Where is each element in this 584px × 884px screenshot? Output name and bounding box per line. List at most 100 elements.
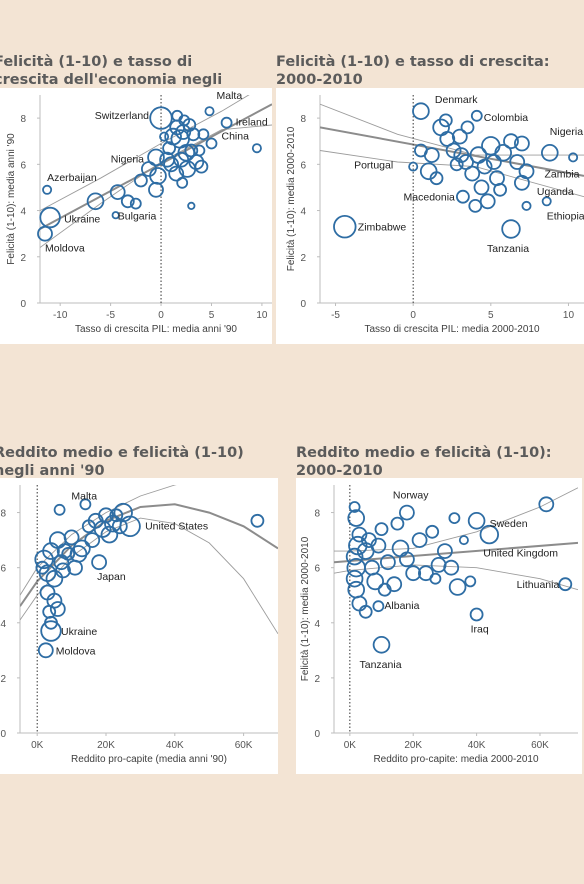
trend-line bbox=[334, 541, 578, 564]
data-point bbox=[111, 518, 128, 535]
data-point bbox=[109, 508, 124, 523]
data-point bbox=[361, 532, 377, 548]
x-tick-label: 0K bbox=[344, 740, 357, 751]
y-axis-title: Felicità (1-10): media 2000-2010 bbox=[300, 536, 311, 681]
y-axis-title: Felicità (1-10): media anni '90 bbox=[6, 133, 17, 265]
data-point-ethiopia bbox=[541, 196, 552, 207]
data-point bbox=[148, 181, 164, 198]
data-point bbox=[503, 133, 519, 150]
x-tick-label: 5 bbox=[209, 310, 215, 321]
data-point bbox=[250, 513, 265, 528]
y-tick-label: 4 bbox=[314, 619, 320, 630]
data-point bbox=[374, 522, 389, 536]
data-point bbox=[345, 547, 364, 566]
point-label-denmark: Denmark bbox=[435, 94, 478, 106]
plot-background bbox=[296, 478, 582, 774]
y-tick-label: 8 bbox=[300, 114, 306, 125]
data-point-tanzania bbox=[501, 219, 521, 239]
y-tick-label: 6 bbox=[314, 564, 320, 575]
data-point-ireland bbox=[220, 116, 233, 129]
data-point bbox=[61, 547, 76, 561]
point-label-ukraine: Ukraine bbox=[61, 626, 97, 638]
data-point bbox=[81, 519, 96, 534]
confidence-band-upper bbox=[334, 487, 578, 552]
data-point bbox=[464, 575, 477, 588]
data-point bbox=[358, 604, 373, 619]
data-point bbox=[451, 128, 468, 145]
data-point bbox=[399, 551, 415, 568]
data-point-sweden bbox=[467, 511, 486, 530]
data-point bbox=[351, 526, 368, 543]
data-point bbox=[411, 532, 428, 548]
data-point-portugal bbox=[408, 161, 419, 172]
point-label-united-kingdom: United Kingdom bbox=[483, 548, 558, 560]
data-point bbox=[197, 128, 210, 141]
x-axis-title: Reddito pro-capite: media 2000-2010 bbox=[373, 754, 539, 765]
plot-background bbox=[276, 88, 584, 344]
point-label-malta: Malta bbox=[71, 490, 97, 502]
data-point bbox=[186, 127, 201, 142]
x-tick-label: 0 bbox=[158, 310, 164, 321]
plot-background bbox=[0, 88, 272, 344]
data-point bbox=[178, 160, 197, 178]
point-label-norway: Norway bbox=[393, 490, 429, 502]
x-axis-title: Tasso di crescita PIL: media 2000-2010 bbox=[364, 324, 540, 335]
data-point-japan bbox=[91, 554, 107, 571]
data-point bbox=[438, 113, 453, 128]
y-tick-label: 0 bbox=[0, 729, 6, 740]
data-point bbox=[187, 201, 196, 211]
point-label-uganda: Uganda bbox=[537, 186, 574, 198]
data-point bbox=[494, 144, 513, 162]
point-label-moldova: Moldova bbox=[56, 645, 96, 657]
data-point bbox=[113, 502, 133, 523]
data-point bbox=[35, 560, 50, 575]
x-axis-title: Tasso di crescita PIL: media anni '90 bbox=[75, 324, 237, 335]
data-point-moldova bbox=[37, 642, 54, 659]
data-point bbox=[159, 131, 170, 142]
data-point bbox=[448, 578, 467, 596]
data-point bbox=[178, 114, 191, 127]
data-point bbox=[458, 535, 469, 546]
data-point bbox=[45, 569, 64, 588]
point-label-moldova: Moldova bbox=[45, 243, 85, 255]
x-tick-label: 60K bbox=[235, 740, 253, 751]
point-label-ethiopia: Ethiopia bbox=[547, 210, 584, 222]
data-point bbox=[429, 572, 442, 585]
data-point bbox=[448, 512, 461, 524]
data-point-zimbabwe bbox=[333, 214, 357, 239]
point-label-japan: Japan bbox=[97, 571, 126, 583]
y-tick-label: 8 bbox=[314, 509, 320, 520]
data-point bbox=[390, 516, 405, 531]
point-label-lithuania: Lithuania bbox=[517, 579, 560, 591]
point-label-sweden: Sweden bbox=[490, 518, 528, 530]
data-point-bulgaria bbox=[129, 197, 142, 210]
scatter-chart-4: Norway Sweden United Kingdom Lithuania Alban… bbox=[296, 478, 582, 774]
data-point bbox=[423, 147, 440, 163]
data-point bbox=[568, 152, 579, 163]
data-point bbox=[109, 184, 126, 200]
point-label-azerbaijan: Azerbaijan bbox=[47, 172, 97, 184]
data-point bbox=[509, 154, 526, 170]
point-label-iraq: Iraq bbox=[471, 624, 489, 636]
data-point bbox=[476, 158, 493, 175]
trend-line bbox=[320, 126, 584, 177]
data-point-moldova bbox=[37, 225, 53, 242]
data-point bbox=[53, 503, 66, 516]
data-point bbox=[436, 543, 453, 559]
data-point bbox=[345, 569, 364, 588]
y-tick-label: 4 bbox=[300, 207, 306, 218]
data-point bbox=[370, 537, 387, 554]
point-label-bulgaria: Bulgaria bbox=[118, 211, 157, 223]
x-tick-label: -5 bbox=[106, 310, 115, 321]
y-tick-label: 2 bbox=[314, 674, 320, 685]
data-point bbox=[366, 572, 384, 591]
data-point bbox=[521, 200, 532, 211]
data-point-united-kingdom bbox=[479, 524, 500, 545]
y-tick-label: 4 bbox=[0, 619, 6, 630]
data-point-uganda bbox=[513, 174, 530, 191]
data-point bbox=[53, 554, 70, 571]
data-point-china bbox=[205, 137, 218, 150]
y-tick-label: 6 bbox=[20, 160, 26, 171]
data-point bbox=[55, 562, 71, 579]
data-point bbox=[538, 496, 555, 513]
